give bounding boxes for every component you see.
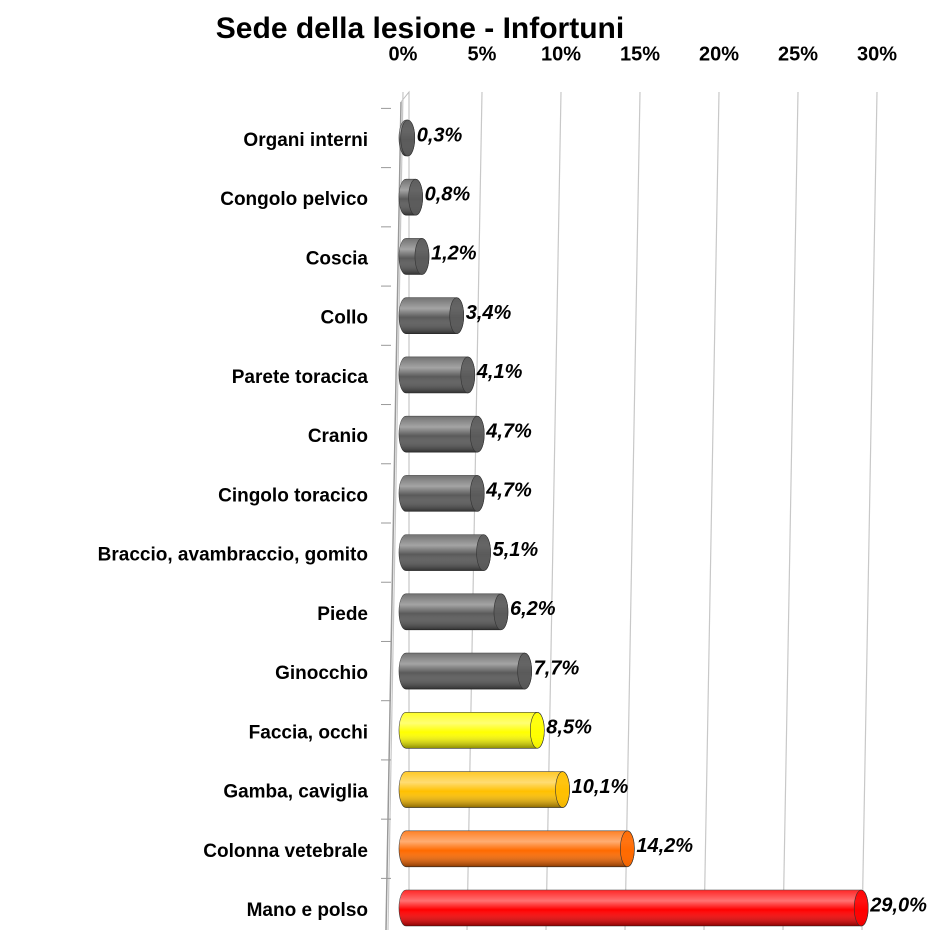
bar-cap	[493, 593, 509, 631]
grid-line	[703, 91, 720, 931]
bar-shade	[399, 890, 869, 926]
y-tick-label: Cingolo toracico	[218, 485, 368, 506]
value-label: 1,2%	[431, 243, 477, 265]
y-tick-label: Mano e polso	[247, 900, 368, 921]
value-label: 29,0%	[869, 894, 927, 916]
value-label: 14,2%	[636, 835, 693, 857]
bar-cap	[555, 771, 570, 808]
x-tick-label: 15%	[620, 43, 660, 65]
bar-cap	[469, 475, 485, 512]
bar-cap	[517, 652, 532, 690]
grid-line	[624, 91, 641, 931]
y-tick-label: Colonna vetebrale	[203, 841, 368, 862]
bar-shade	[399, 830, 635, 867]
bar-cap	[469, 415, 485, 453]
value-label: 4,7%	[485, 420, 532, 442]
value-label: 6,2%	[510, 598, 556, 620]
value-label: 7,7%	[534, 657, 580, 679]
x-tick-label: 5%	[468, 43, 497, 65]
wall	[400, 90, 410, 918]
y-tick-label: Ginocchio	[275, 663, 368, 684]
bar-shade	[399, 593, 508, 630]
value-label: 5,1%	[493, 539, 539, 561]
bar-shade	[399, 712, 545, 749]
y-tick-label: Collo	[321, 308, 369, 329]
bar-cap	[529, 712, 545, 749]
y-tick-label: Parete toracica	[232, 367, 369, 388]
bar-cap	[853, 889, 869, 927]
axis-line	[385, 101, 402, 931]
x-tick-label: 10%	[541, 43, 581, 65]
y-tick-label: Cranio	[308, 426, 368, 447]
y-tick-label: Braccio, avambraccio, gomito	[98, 545, 368, 566]
bar-cap	[449, 297, 465, 334]
x-tick-label: 25%	[778, 43, 818, 65]
bar-cap	[414, 238, 430, 275]
x-tick-label: 20%	[699, 43, 739, 65]
value-label: 4,7%	[485, 480, 532, 502]
chart-title: Sede della lesione - Infortuni	[216, 12, 624, 45]
bar-cap	[400, 119, 416, 157]
x-tick-label: 30%	[857, 43, 897, 65]
bar-cap	[476, 534, 491, 571]
grid-line	[861, 91, 878, 931]
bar-shade	[399, 297, 464, 334]
x-tick-label: 0%	[389, 43, 418, 65]
bar-cap	[408, 178, 423, 216]
bar-shade	[399, 356, 475, 393]
bar-shade	[399, 653, 532, 690]
bar-cap	[620, 830, 635, 868]
y-tick-label: Faccia, occhi	[249, 722, 368, 743]
bar-cap	[460, 356, 476, 394]
value-label: 8,5%	[546, 717, 592, 739]
grid-line	[782, 91, 799, 931]
value-label: 3,4%	[466, 302, 512, 324]
y-tick-label: Coscia	[306, 248, 369, 269]
bar-shade	[399, 771, 570, 808]
grid-line	[387, 91, 404, 931]
y-tick-label: Organi interni	[243, 130, 368, 151]
y-tick-label: Piede	[317, 604, 368, 625]
y-tick-label: Gamba, caviglia	[223, 782, 368, 803]
bar-shade	[399, 475, 485, 512]
bar-shade	[399, 534, 491, 571]
value-label: 10,1%	[572, 776, 629, 798]
value-label: 0,3%	[417, 124, 463, 146]
value-label: 4,1%	[476, 361, 523, 383]
y-tick-label: Congolo pelvico	[220, 189, 368, 210]
bar-shade	[399, 416, 485, 453]
value-label: 0,8%	[425, 184, 471, 206]
